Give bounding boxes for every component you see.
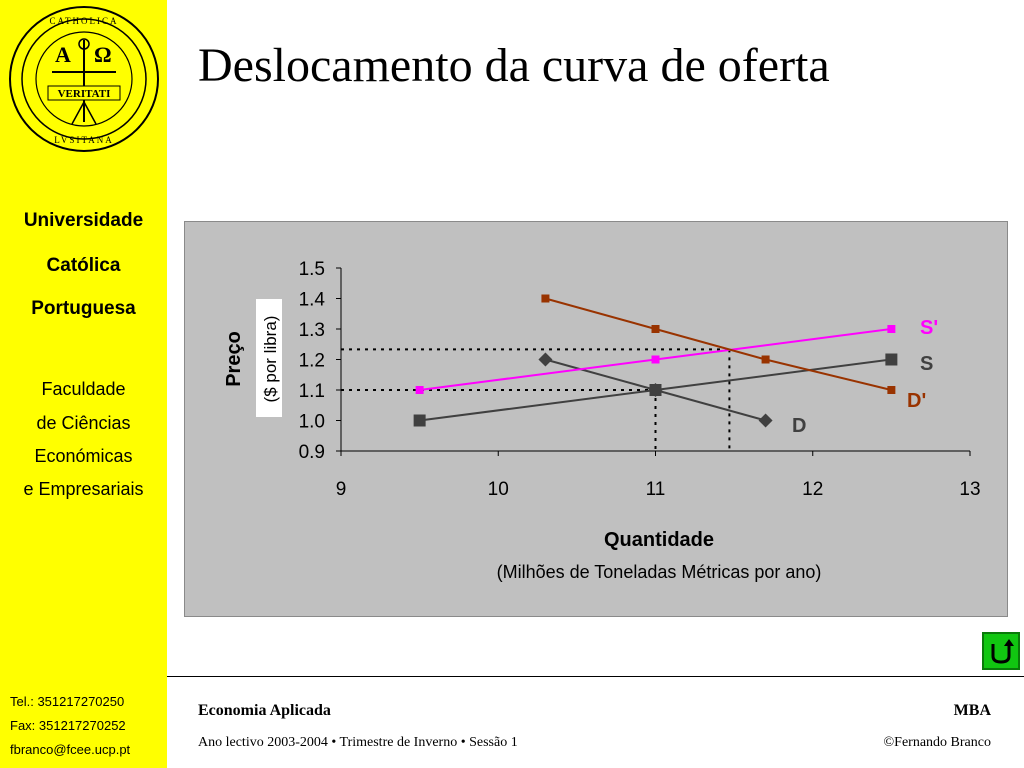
y-tick-label: 0.9 [299, 442, 325, 463]
x-tick-label: 13 [959, 479, 980, 500]
supply-demand-chart: 0.9 1.0 1.1 1.2 1.3 1.4 1.5 9 10 11 12 13 S D S' D' Quan… [223, 259, 981, 582]
footer-session: Ano lectivo 2003-2004 • Trimestre de Inv… [198, 735, 518, 750]
svg-text:LVSITANA: LVSITANA [54, 135, 113, 145]
svg-text:CATHOLICA: CATHOLICA [50, 16, 119, 26]
data-point [538, 352, 553, 367]
y-tick-label: 1.1 [299, 381, 325, 402]
series-line-D-prime [545, 297, 892, 391]
y-tick-label: 1.3 [299, 320, 325, 341]
university-name-line-1: Universidade [23, 210, 144, 231]
svg-text:A: A [55, 42, 71, 67]
data-point [651, 325, 660, 333]
slide-title: Deslocamento da curva de oferta [198, 39, 830, 92]
u-turn-arrow-icon [991, 639, 1014, 664]
contact-fax: Fax: 351217270252 [10, 718, 126, 733]
data-point [413, 414, 426, 427]
university-name-line-3: Portuguesa [31, 298, 136, 319]
y-axis-title: Preço [223, 331, 245, 387]
data-point [761, 355, 770, 364]
svg-text:Ω: Ω [94, 42, 112, 67]
faculty-name-line-3: Económicas [34, 446, 133, 466]
data-point [648, 383, 663, 397]
footer-program: MBA [953, 702, 991, 719]
x-tick-label: 12 [802, 479, 823, 500]
faculty-name-line-2: de Ciências [36, 413, 131, 433]
footer-author: ©Fernando Branco [883, 735, 991, 750]
y-tick-label: 1.2 [299, 351, 325, 372]
y-tick-label: 1.0 [299, 412, 325, 433]
footer-divider [167, 676, 1024, 677]
y-tick-label: 1.5 [299, 259, 325, 280]
sidebar: CATHOLICA LVSITANA A Ω VERITATI Universi… [0, 0, 167, 768]
y-axis-subtitle-box [256, 299, 282, 417]
data-point [887, 325, 896, 333]
return-button[interactable] [982, 632, 1020, 670]
series-label-S-prime: S' [920, 317, 938, 339]
y-tick-label: 1.4 [299, 290, 326, 311]
series-label-S: S [920, 353, 933, 375]
university-seal-logo: CATHOLICA LVSITANA A Ω VERITATI [9, 6, 159, 152]
chart-plot-area [184, 221, 1008, 617]
faculty-name-line-4: e Empresariais [23, 479, 144, 499]
x-axis-subtitle: (Milhões de Toneladas Métricas por ano) [497, 562, 822, 582]
footer-course: Economia Aplicada [198, 702, 331, 719]
series-label-D: D [792, 415, 806, 437]
data-point [541, 294, 550, 303]
faculty-name-line-1: Faculdade [41, 379, 126, 399]
x-axis-title: Quantidade [604, 529, 714, 551]
data-point [885, 353, 898, 366]
x-tick-label: 11 [646, 479, 666, 500]
y-axis-subtitle: ($ por libra) [261, 316, 280, 403]
series-label-D-prime: D' [907, 390, 926, 412]
svg-text:VERITATI: VERITATI [58, 88, 111, 100]
university-name-line-2: Católica [46, 255, 121, 276]
x-tick-label: 10 [488, 479, 509, 500]
x-tick-label: 9 [336, 479, 347, 500]
contact-tel: Tel.: 351217270250 [10, 694, 125, 709]
data-point [887, 386, 896, 394]
contact-email[interactable]: fbranco@fcee.ucp.pt [10, 742, 131, 757]
data-point [758, 413, 773, 428]
data-point [415, 386, 424, 394]
data-point [651, 355, 660, 364]
